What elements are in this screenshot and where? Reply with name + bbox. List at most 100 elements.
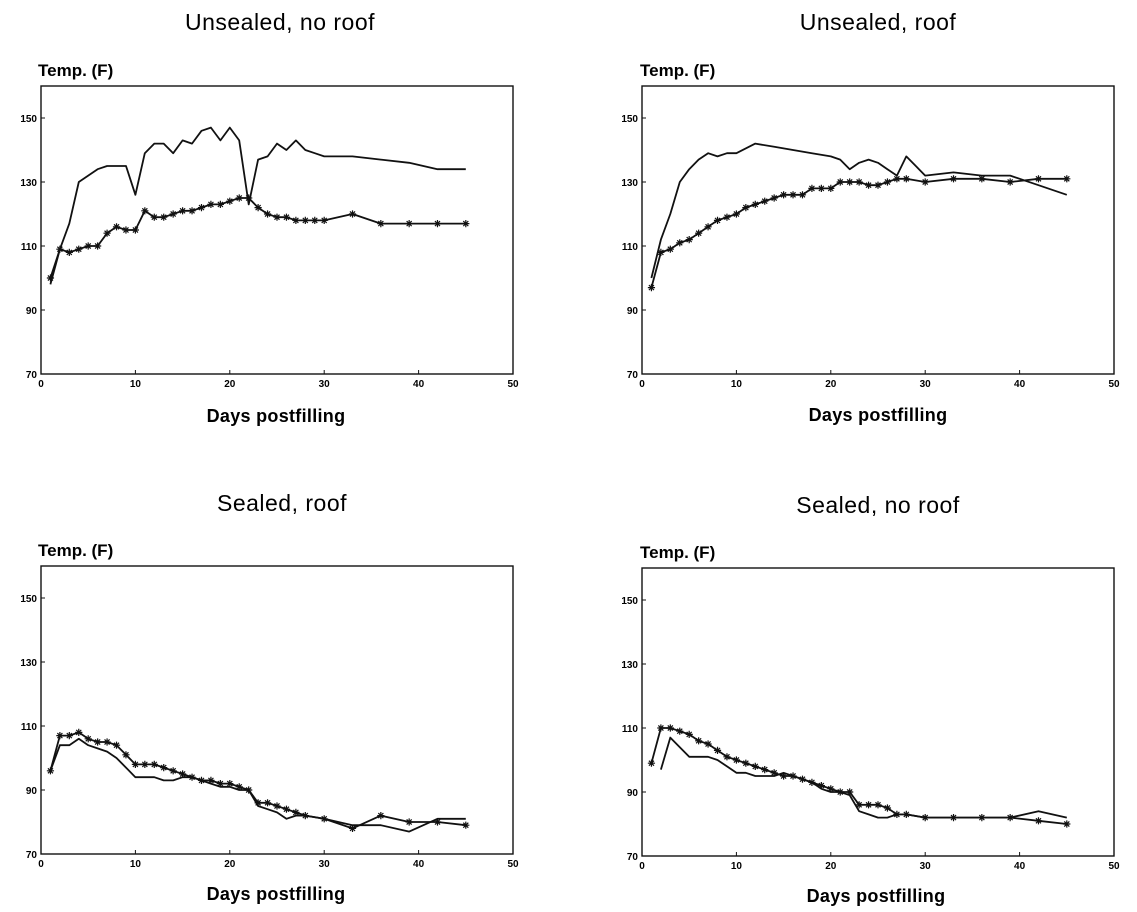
x-tick-label: 10 [130,379,142,390]
data-point [921,178,929,186]
y-axis-label: Temp. (F) [640,543,715,562]
data-point [647,759,656,767]
data-point [462,220,470,228]
data-point [84,242,92,250]
data-point [46,274,55,282]
data-point [874,181,882,189]
data-point [657,724,665,732]
chart-title: Unsealed, no roof [185,9,375,35]
data-point [282,805,291,813]
data-point [292,808,300,816]
y-tick-label: 150 [621,114,638,125]
data-point [676,239,684,247]
plot-frame [641,85,1115,375]
data-point [377,812,385,820]
data-point [131,226,139,234]
data-point [949,814,958,822]
x-tick-label: 50 [507,859,519,870]
chart-title: Sealed, roof [217,490,347,516]
data-point [893,175,901,183]
y-axis-label: Temp. (F) [38,541,113,560]
data-point [263,799,272,807]
data-point [1006,814,1014,822]
y-tick-label: 130 [20,658,37,669]
x-tick-label: 0 [639,861,645,872]
data-point [827,184,835,192]
plot-frame [40,565,514,855]
data-point [657,248,665,256]
data-point [169,210,177,218]
data-point [216,780,224,788]
data-point [836,178,844,186]
data-point [883,178,892,186]
data-point [245,786,253,794]
data-point [56,732,64,740]
data-point [949,175,958,183]
data-point [405,818,413,826]
data-point [751,200,759,208]
data-point [141,207,149,215]
data-point [864,801,873,809]
data-point [695,229,703,237]
x-tick-label: 10 [731,861,743,872]
data-point [770,769,778,777]
data-point [112,741,121,749]
data-point [893,810,901,818]
data-point [704,223,712,231]
series-line-plain [49,737,466,833]
chart-sealed-no-roof: Sealed, no roof Temp. (F) Days postfilli… [621,492,1120,906]
chart-unsealed-no-roof: Unsealed, no roof Temp. (F) Days postfil… [20,9,519,426]
data-point [761,197,769,205]
data-point [235,783,243,791]
y-tick-label: 150 [20,114,37,125]
data-point [377,220,385,228]
data-point [780,772,788,780]
data-point [405,220,413,228]
data-point [301,216,309,224]
data-point [723,753,731,761]
data-point [311,216,319,224]
data-point [855,178,863,186]
data-point [874,801,882,809]
y-tick-label: 150 [20,594,37,605]
data-point [188,773,196,781]
y-axis-label: Temp. (F) [38,61,113,80]
data-point [179,207,187,215]
data-point [676,727,684,735]
data-point [902,175,910,183]
data-point [1034,175,1043,183]
data-point [883,804,892,812]
data-point [56,245,64,253]
x-tick-label: 20 [224,859,236,870]
data-point [770,194,778,202]
x-tick-label: 20 [224,379,236,390]
data-point [141,760,149,768]
y-tick-label: 110 [622,242,639,253]
chart-unsealed-roof: Unsealed, roof Temp. (F) Days postfillin… [621,9,1120,425]
data-point [732,210,740,218]
x-tick-label: 50 [507,379,519,390]
data-point [846,178,854,186]
data-point [808,184,816,192]
data-point [282,213,291,221]
data-point [179,770,187,778]
data-point [1063,175,1071,183]
data-point [789,191,797,199]
data-point [263,210,272,218]
series-line-plain [650,142,1068,279]
data-point [103,738,111,746]
data-point [348,210,357,218]
x-tick-label: 40 [1014,861,1026,872]
data-point [864,181,873,189]
data-point [855,801,863,809]
data-point [978,175,986,183]
data-point [713,216,722,224]
x-tick-label: 40 [413,379,425,390]
data-point [1006,178,1014,186]
x-tick-label: 30 [920,861,932,872]
data-point [84,735,92,743]
data-point [160,213,168,221]
x-tick-label: 0 [639,379,645,390]
x-tick-label: 10 [130,859,142,870]
